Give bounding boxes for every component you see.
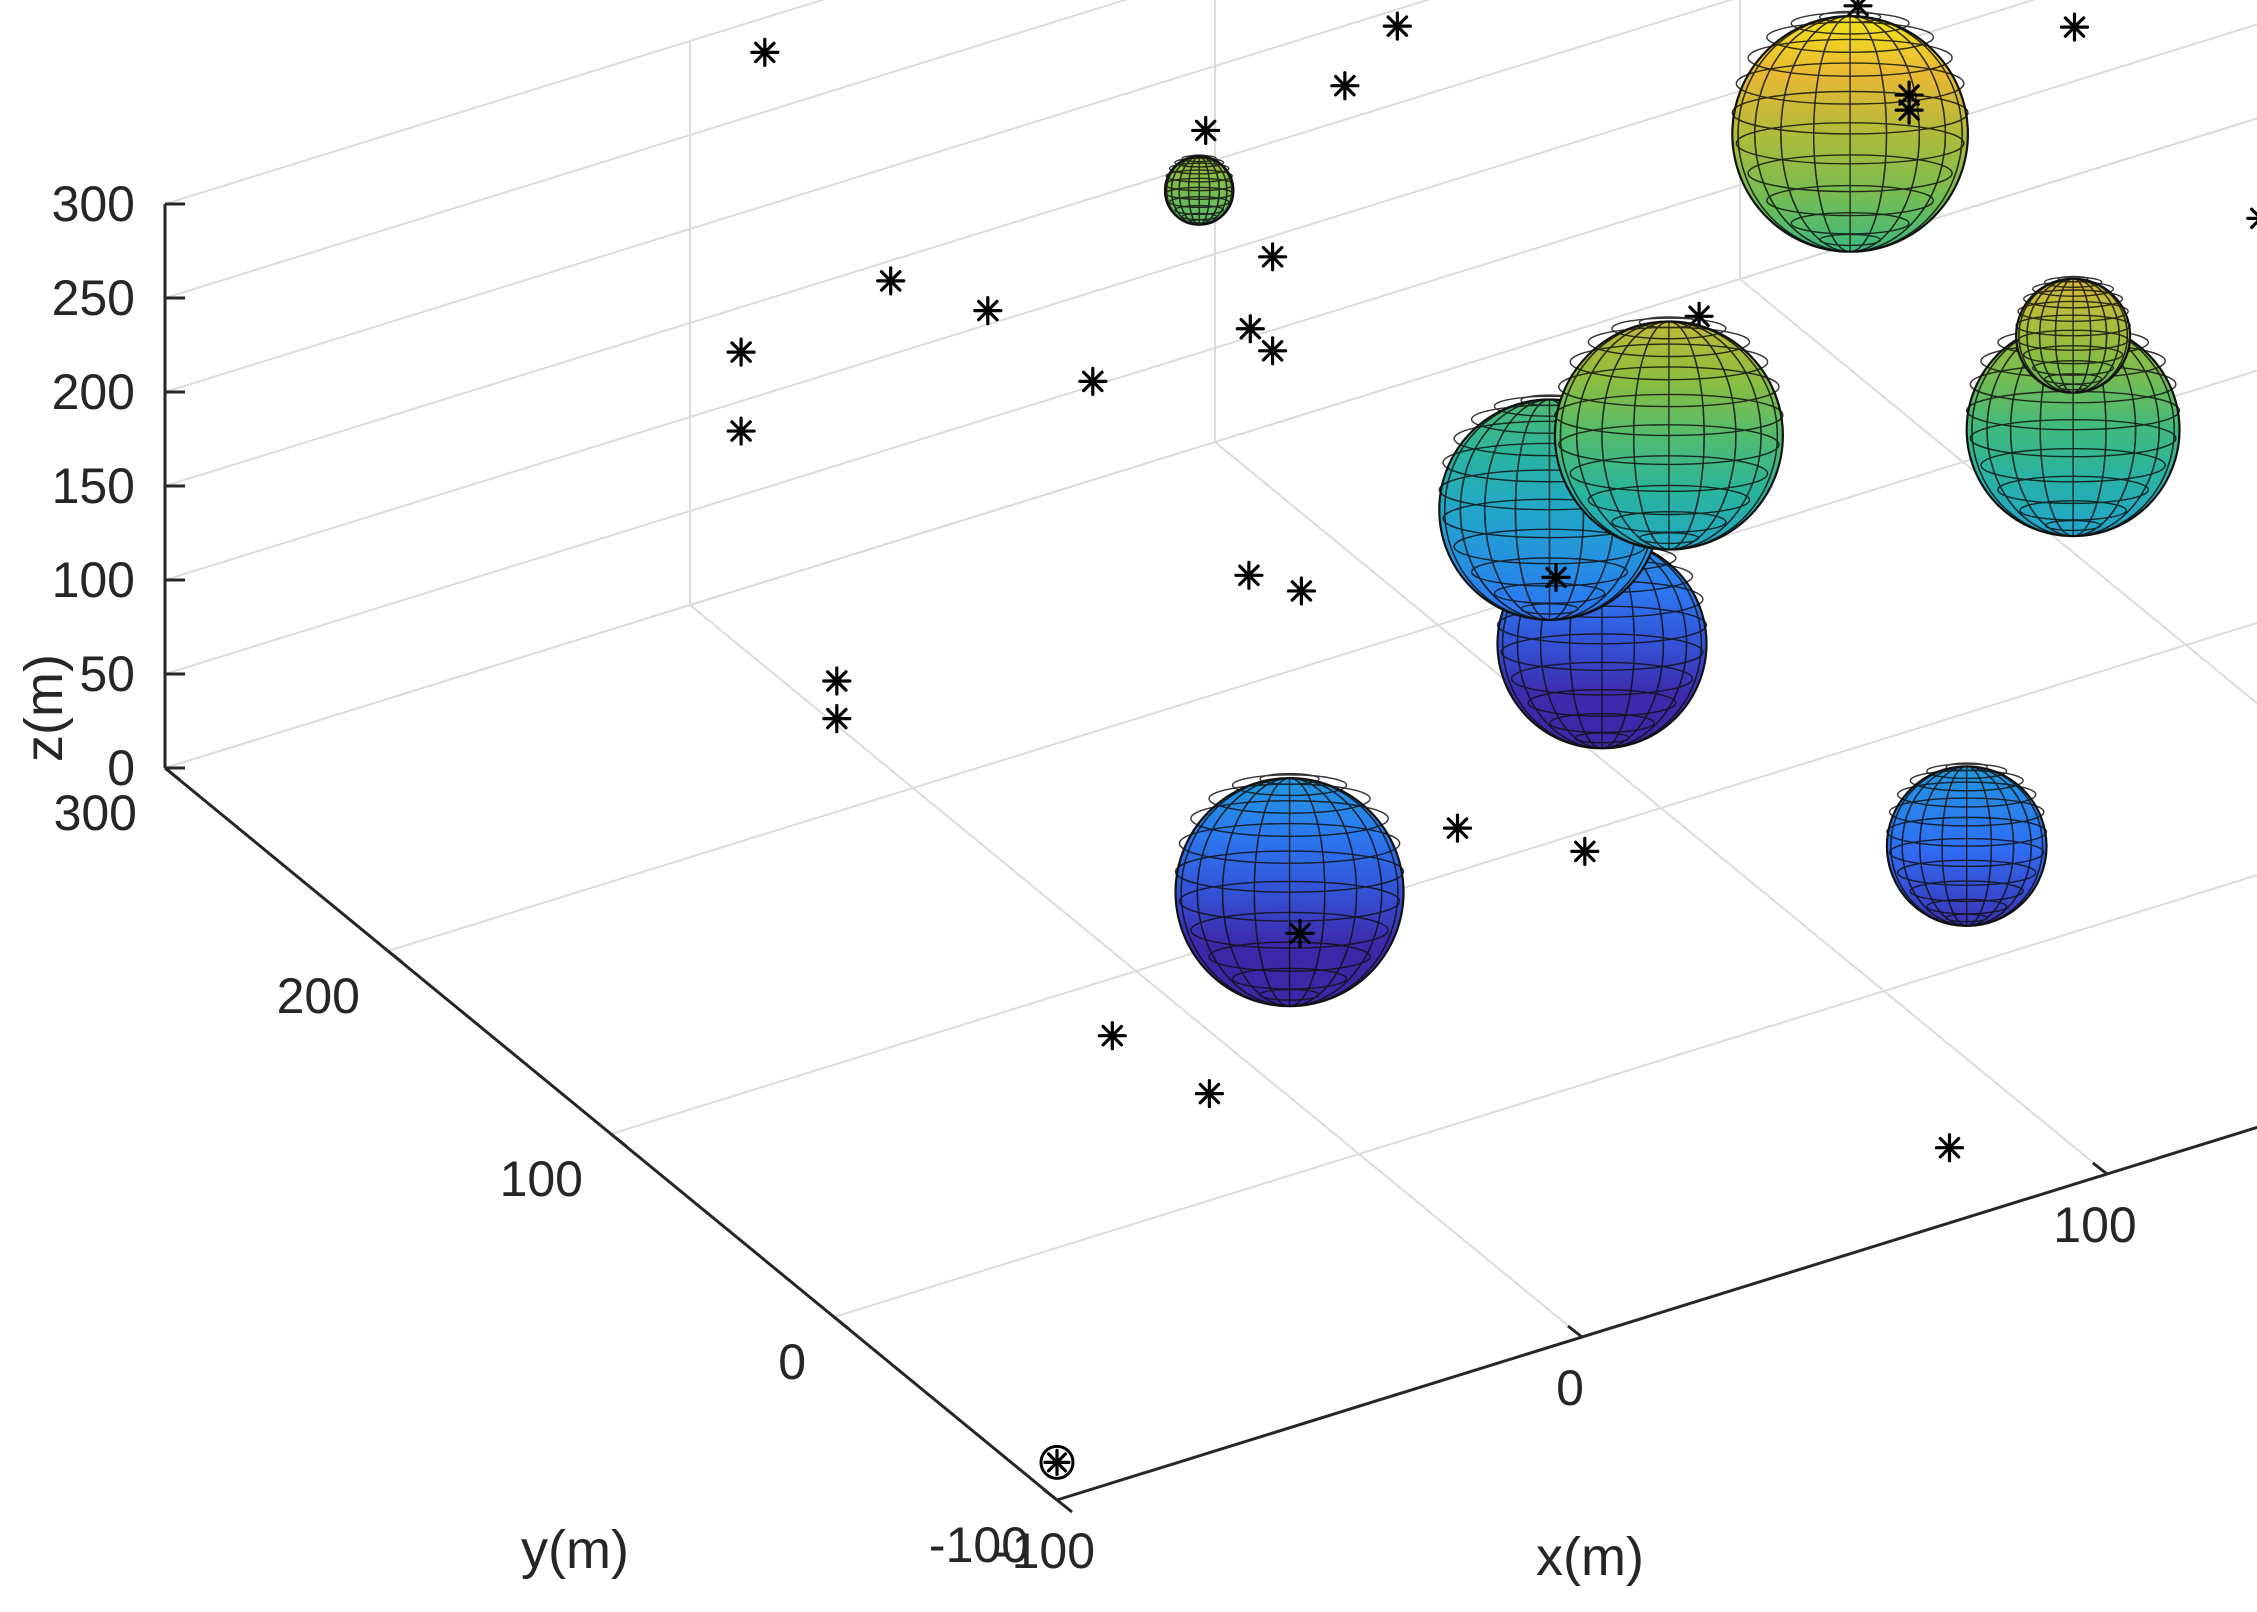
obstacle-point-marker — [1078, 366, 1108, 396]
tick-label: 100 — [52, 552, 135, 608]
obstacle-point-marker — [822, 666, 852, 696]
obstacle-point-marker — [1382, 11, 1412, 41]
obstacle-point-marker — [1285, 918, 1315, 949]
obstacle-point-marker — [1257, 336, 1288, 366]
z-axis-label: z(m) — [14, 654, 74, 762]
obstacle-point-marker — [1934, 1133, 1965, 1163]
back-wall-gridline — [164, 0, 1431, 393]
obstacle-point-marker — [1894, 95, 1924, 125]
marks-layer — [726, 0, 2257, 1480]
tick-labels: -1000100200300-1000100200300050100150200… — [52, 176, 2137, 1579]
sphere-obstacle — [1731, 10, 1969, 253]
obstacle-point-marker — [1097, 1021, 1127, 1051]
obstacle-point-marker — [1191, 115, 1221, 146]
sphere-obstacle — [2015, 275, 2132, 394]
tick-label: 50 — [79, 646, 135, 702]
obstacle-point-marker — [1570, 836, 1600, 867]
sphere-obstacle — [1163, 154, 1235, 226]
tick-label: -100 — [995, 1523, 1095, 1579]
floor-gridline — [610, 621, 2257, 1135]
obstacle-point-marker — [822, 703, 852, 734]
tick-mark — [1567, 1324, 1583, 1339]
tick-label: -100 — [929, 1517, 1029, 1573]
tick-label: 100 — [500, 1151, 583, 1207]
tick-label: 0 — [107, 740, 135, 796]
start-point-marker — [1039, 1444, 1075, 1480]
obstacle-point-marker — [1234, 560, 1264, 590]
tick-label: 150 — [52, 458, 135, 514]
tick-mark — [387, 949, 404, 965]
obstacle-point-marker — [1194, 1078, 1225, 1109]
obstacle-point-marker — [876, 266, 906, 296]
sphere-obstacle — [1496, 534, 1708, 750]
back-wall-gridline — [164, 0, 1129, 299]
obstacle-point-marker — [2246, 207, 2257, 230]
sphere-obstacle — [1553, 316, 1785, 551]
tick-mark — [610, 1132, 627, 1148]
axes-layer — [163, 202, 2257, 1514]
tick-mark — [1042, 1487, 1058, 1502]
obstacle-point-marker — [1541, 562, 1571, 593]
start-point-asterisk — [1043, 1448, 1071, 1477]
tick-mark — [833, 1315, 850, 1331]
grid-layer — [164, 0, 2257, 1501]
obstacle-point-marker — [1257, 242, 1288, 272]
obstacle-point-marker — [973, 296, 1003, 326]
floor-gridline — [833, 874, 2257, 1318]
tick-label: 300 — [54, 785, 137, 841]
tick-label: 200 — [277, 968, 360, 1024]
obstacle-point-marker — [1286, 576, 1317, 606]
tick-mark — [2092, 1161, 2108, 1176]
obstacle-point-marker — [750, 37, 780, 68]
x-axis-label: x(m) — [1536, 1527, 1644, 1587]
sphere-obstacle — [1885, 762, 2048, 927]
y-axis-label: y(m) — [521, 1520, 629, 1580]
obstacle-point-marker — [1442, 813, 1473, 843]
obstacle-point-marker — [1235, 314, 1265, 344]
tick-label: 250 — [52, 270, 135, 326]
tick-mark — [1056, 1498, 1073, 1514]
tick-label: 0 — [778, 1334, 806, 1390]
sphere-obstacle — [1965, 318, 2181, 538]
back-wall-gridline — [164, 0, 826, 205]
tick-mark — [164, 766, 181, 782]
obstacle-point-marker — [726, 416, 756, 446]
obstacle-point-marker — [1330, 71, 1360, 101]
tick-label: 300 — [52, 176, 135, 232]
obstacle-point-marker — [726, 337, 756, 367]
sphere-obstacle — [1174, 772, 1405, 1008]
tick-label: 100 — [2053, 1197, 2136, 1253]
obstacle-point-marker — [2059, 12, 2090, 42]
tick-label: 200 — [52, 364, 135, 420]
tick-label: 0 — [1556, 1360, 1584, 1416]
